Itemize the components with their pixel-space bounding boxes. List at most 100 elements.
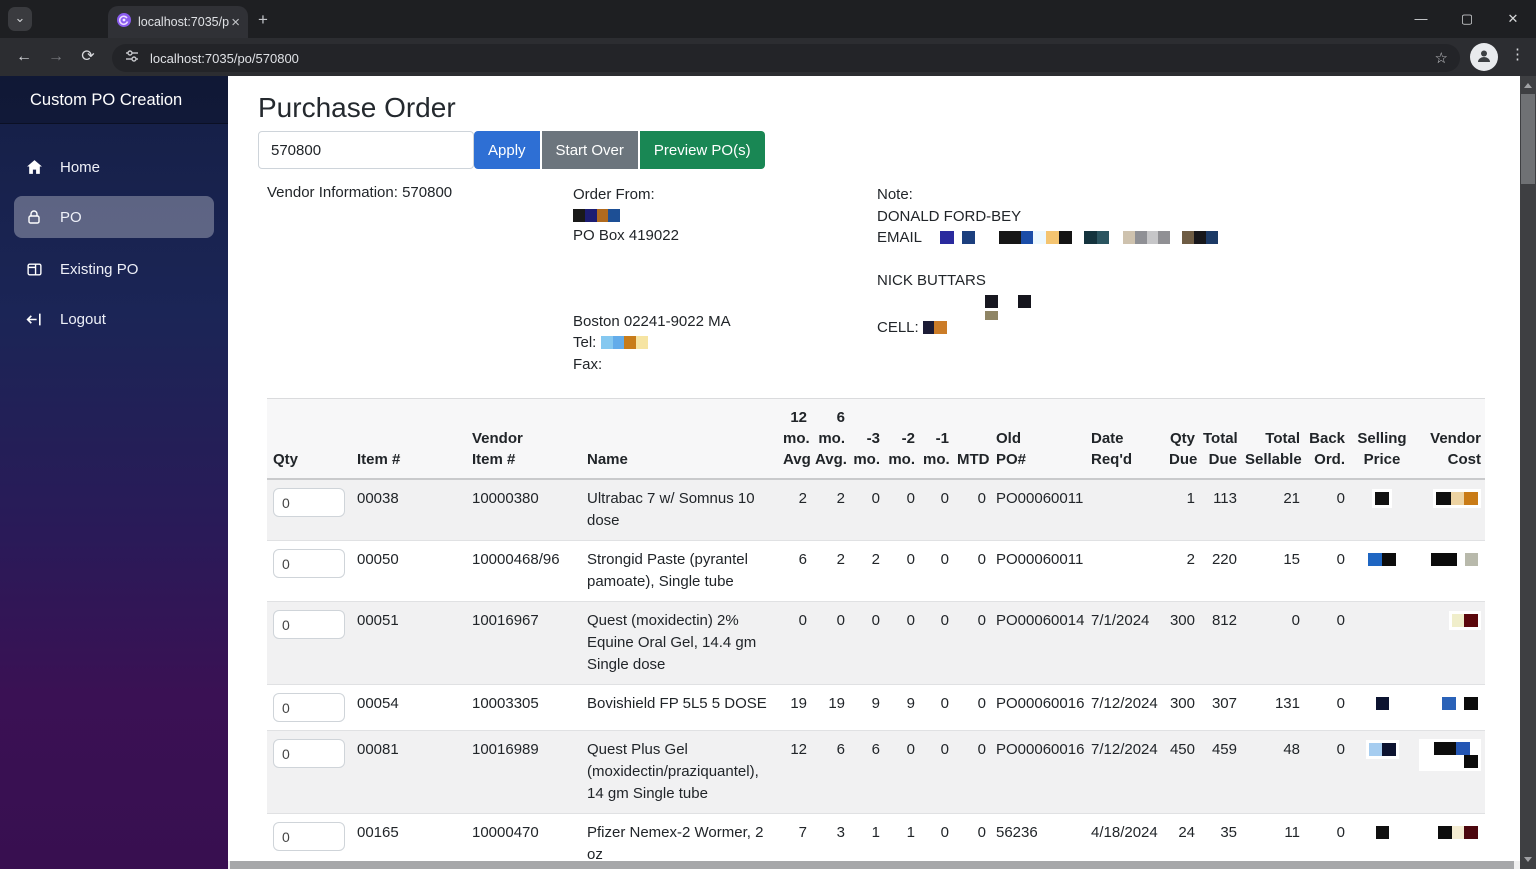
note-redacted-row1 — [985, 294, 1218, 308]
column-header: Back Ord. — [1304, 398, 1349, 480]
cell-total_due: 307 — [1199, 684, 1241, 731]
horizontal-scrollbar-thumb[interactable] — [230, 861, 1514, 869]
site-settings-icon[interactable] — [124, 48, 140, 69]
cell-total_sellable: 48 — [1241, 730, 1304, 814]
qty-input[interactable] — [273, 693, 345, 722]
tab-title: localhost:7035/po/570800 — [138, 15, 230, 29]
tab-favicon-icon — [116, 12, 132, 33]
column-header: 12 mo. Avg — [779, 398, 811, 480]
sidebar-item-existing-po[interactable]: Existing PO — [14, 254, 214, 284]
cell-vendor_item: 10000468/96 — [466, 540, 581, 602]
apply-button[interactable]: Apply — [474, 131, 540, 169]
city-line: Boston 02241-9022 MA — [573, 312, 731, 330]
table-header-row: Qty Item # Vendor Item # Name 12 mo. Avg 6 mo… — [267, 398, 1485, 480]
cell-item: 00038 — [351, 479, 466, 541]
redacted-value — [1372, 694, 1392, 713]
cell-name: Ultrabac 7 w/ Somnus 10 dose — [581, 479, 779, 541]
tab-search-button[interactable]: ⌄ — [8, 7, 32, 31]
reload-icon[interactable]: ⟳ — [81, 48, 95, 65]
cell-vendor_item: 10016989 — [466, 730, 581, 814]
cell-vendor_item: 10000380 — [466, 479, 581, 541]
sidebar-item-logout[interactable]: Logout — [14, 304, 214, 334]
cell-m1: 0 — [919, 684, 953, 731]
cell-m2: 0 — [884, 730, 919, 814]
browser-tab[interactable]: localhost:7035/po/570800 × — [108, 6, 248, 38]
note-contact2: NICK BUTTARS — [877, 272, 986, 289]
column-header: Old PO# — [990, 398, 1085, 480]
app-title: Custom PO Creation — [0, 76, 228, 124]
cell-total_due: 220 — [1199, 540, 1241, 602]
redaction-block — [1122, 231, 1135, 244]
redaction-block — [608, 208, 620, 222]
cell-m12: 2 — [779, 479, 811, 541]
forward-icon[interactable]: → — [48, 48, 64, 65]
redaction-block — [1146, 231, 1158, 244]
tab-close-icon[interactable]: × — [231, 13, 240, 31]
redaction-block — [1464, 492, 1478, 505]
vertical-scrollbar-thumb[interactable] — [1521, 94, 1535, 184]
window-close-button[interactable]: ✕ — [1507, 11, 1519, 26]
cell-name: Bovishield FP 5L5 5 DOSE — [581, 684, 779, 731]
back-icon[interactable]: ← — [16, 48, 32, 65]
cell-total_sellable: 0 — [1241, 601, 1304, 685]
cell-m2: 0 — [884, 479, 919, 541]
sidebar-item-po[interactable]: PO — [14, 196, 214, 238]
preview-pos-button[interactable]: Preview PO(s) — [639, 131, 765, 169]
cell-back_ord: 0 — [1304, 479, 1349, 541]
cell-total_due: 812 — [1199, 601, 1241, 685]
window-minimize-button[interactable]: — — [1414, 11, 1428, 26]
column-header: Total Sellable — [1241, 398, 1304, 480]
cell-m1: 0 — [919, 601, 953, 685]
cell-qty — [267, 540, 351, 602]
new-tab-button[interactable]: + — [258, 10, 268, 29]
horizontal-scrollbar[interactable] — [228, 861, 1520, 869]
journal-icon — [24, 259, 44, 279]
cell-old_po: PO00060011 — [990, 540, 1085, 602]
cell-total_sellable: 15 — [1241, 540, 1304, 602]
url-text[interactable]: localhost:7035/po/570800 — [150, 50, 299, 66]
cell-m12: 12 — [779, 730, 811, 814]
qty-input[interactable] — [273, 822, 345, 851]
qty-input[interactable] — [273, 610, 345, 639]
profile-avatar[interactable] — [1470, 43, 1498, 71]
column-header: Selling Price — [1349, 398, 1415, 480]
cell-name: Quest Plus Gel (moxidectin/praziquantel)… — [581, 730, 779, 814]
cell-vendor_item: 10003305 — [466, 684, 581, 731]
qty-input[interactable] — [273, 549, 345, 578]
qty-input[interactable] — [273, 739, 345, 768]
sidebar-item-home[interactable]: Home — [14, 152, 214, 182]
column-header: Vendor Cost — [1415, 398, 1485, 480]
redacted-value — [1365, 550, 1399, 569]
browser-menu-icon[interactable]: ⋮ — [1510, 46, 1525, 63]
window-maximize-button[interactable]: ▢ — [1460, 11, 1474, 26]
cell-total_due: 459 — [1199, 730, 1241, 814]
redaction-block — [612, 336, 624, 349]
cell-item: 00051 — [351, 601, 466, 685]
column-header: Qty — [267, 398, 351, 480]
cell-mtd: 0 — [953, 479, 990, 541]
redacted-value — [1439, 694, 1481, 713]
fax-label: Fax: — [573, 355, 603, 373]
qty-input[interactable] — [273, 488, 345, 517]
address-bar[interactable]: localhost:7035/po/570800 ☆ — [112, 44, 1460, 72]
cell-m2: 9 — [884, 684, 919, 731]
bookmark-star-icon[interactable]: ☆ — [1434, 50, 1448, 67]
scroll-up-icon[interactable] — [1524, 83, 1532, 88]
redaction-block — [1465, 553, 1478, 566]
column-header: -2 mo. — [884, 398, 919, 480]
redaction-block — [1096, 231, 1109, 244]
vendor-number-input[interactable] — [258, 131, 474, 169]
cell-mtd: 0 — [953, 730, 990, 814]
cell-date_reqd — [1085, 479, 1165, 541]
cell-m3: 0 — [849, 601, 884, 685]
cell-qty — [267, 601, 351, 685]
redaction-block — [998, 231, 1021, 244]
cell-cost-price-redacted — [1415, 730, 1485, 814]
cell-m1: 0 — [919, 813, 953, 869]
vertical-scrollbar[interactable] — [1520, 76, 1536, 869]
cell-label: CELL: — [877, 318, 919, 336]
scroll-down-icon[interactable] — [1524, 857, 1532, 862]
start-over-button[interactable]: Start Over — [541, 131, 638, 169]
